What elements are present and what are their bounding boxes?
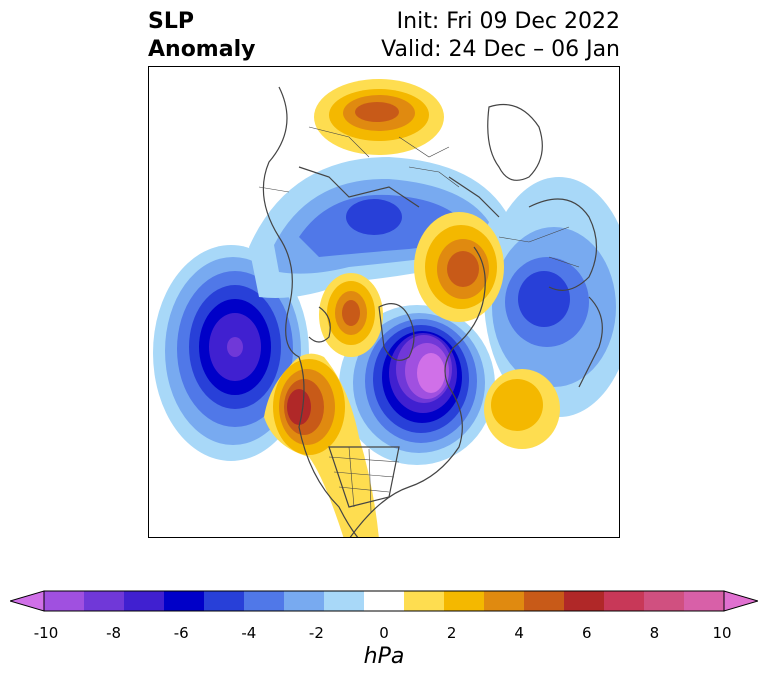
west-na-high (264, 353, 379, 537)
colorbar-tick-label: -10 (33, 624, 59, 642)
colorbar-cell (484, 591, 525, 611)
colorbar-min-extension (10, 590, 45, 612)
coastlines (262, 86, 603, 537)
colorbar-unit: hPa (363, 644, 405, 669)
anomaly-map (153, 79, 619, 537)
pacific-low (153, 245, 309, 461)
colorbar-cell (284, 591, 325, 611)
colorbar-cell (204, 591, 245, 611)
colorbar-tick-label: -6 (173, 624, 189, 642)
colorbar-tick-label: 2 (446, 624, 457, 642)
colorbar-cell (604, 591, 645, 611)
colorbar-tick-label: 10 (712, 624, 732, 642)
atlantic-low (339, 305, 495, 465)
title-left: SLP Anomaly (148, 8, 255, 64)
title-right: Init: Fri 09 Dec 2022 Valid: 24 Dec – 06… (381, 8, 620, 64)
siberian-high (414, 212, 504, 322)
colorbar-cell (444, 591, 485, 611)
colorbar-cell (404, 591, 445, 611)
atlantic-high (484, 369, 560, 449)
colorbar-cell (164, 591, 205, 611)
valid-range: Valid: 24 Dec – 06 Jan (381, 37, 620, 62)
colorbar-cell (524, 591, 565, 611)
colorbar-cell (684, 591, 725, 611)
alaska-high (319, 273, 383, 357)
european-high (314, 79, 444, 155)
colorbar-cell (244, 591, 285, 611)
map-panel (148, 66, 620, 538)
colorbar-tick-label: -8 (106, 624, 122, 642)
colorbar-cell (564, 591, 605, 611)
colorbar-cell (644, 591, 685, 611)
colorbar-cell (44, 591, 85, 611)
colorbar-cell (84, 591, 125, 611)
colorbar (10, 590, 758, 612)
init-date: Init: Fri 09 Dec 2022 (396, 9, 620, 34)
colorbar-tick-label: 4 (514, 624, 524, 642)
title-subvariable: Anomaly (148, 37, 256, 62)
colorbar-max-extension (723, 590, 758, 612)
colorbar-tick-label: -4 (241, 624, 257, 642)
colorbar-cell (124, 591, 165, 611)
title-variable: SLP (148, 9, 194, 34)
colorbar-cell (324, 591, 365, 611)
colorbar-cell (364, 591, 405, 611)
colorbar-tick-label: 6 (582, 624, 592, 642)
east-asia-low (484, 177, 619, 417)
colorbar-tick-label: -2 (308, 624, 324, 642)
colorbar-tick-label: 8 (649, 624, 660, 642)
political-borders (258, 126, 580, 513)
colorbar-tick-label: 0 (379, 624, 389, 642)
